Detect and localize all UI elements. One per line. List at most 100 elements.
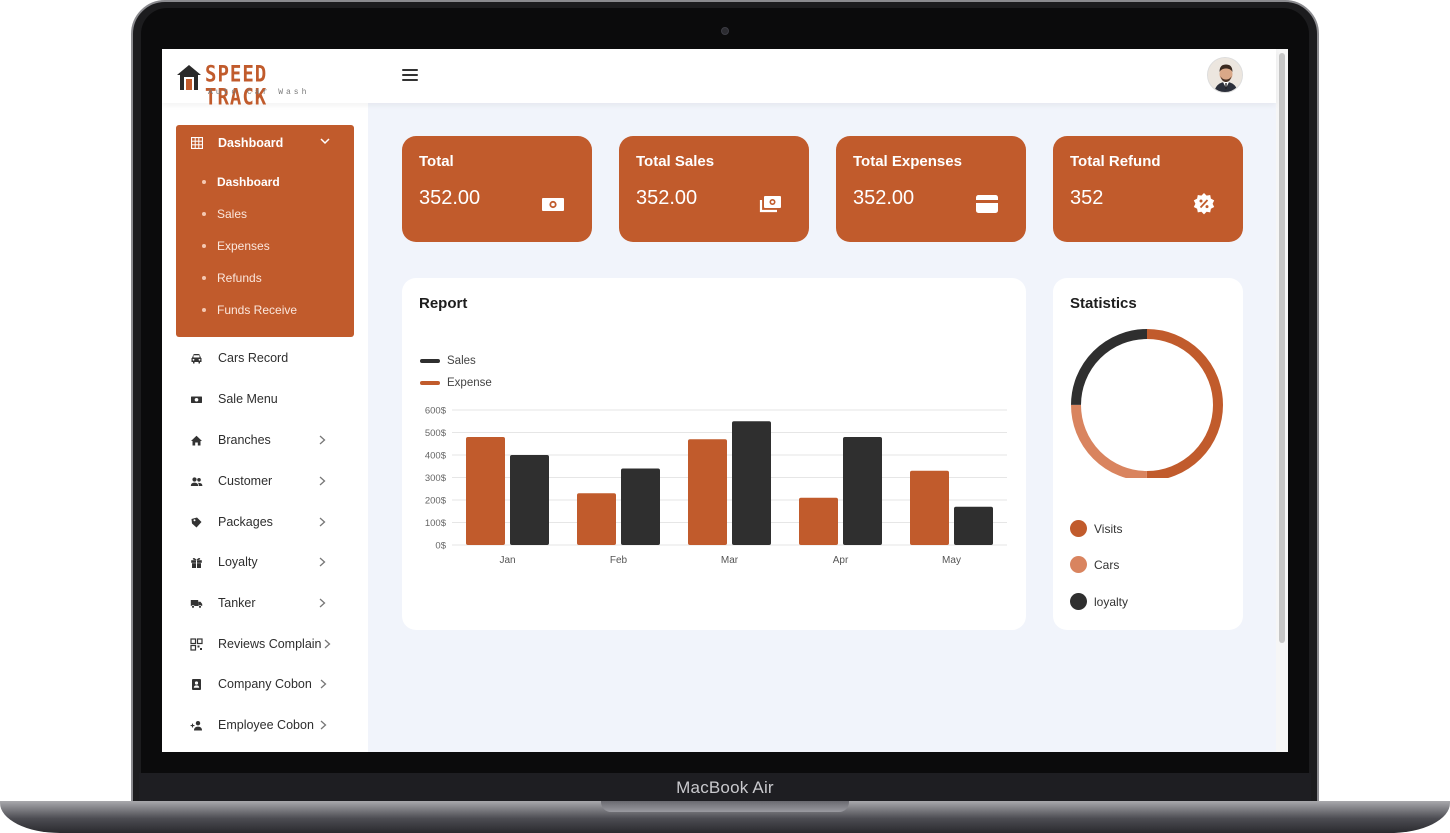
stat-legend-loyalty[interactable]: loyalty: [1070, 593, 1128, 610]
submenu-item-dashboard[interactable]: Dashboard: [202, 172, 280, 192]
bar-sales[interactable]: [954, 506, 993, 545]
x-tick-label: Apr: [833, 555, 849, 566]
x-tick-label: May: [942, 555, 961, 566]
sidebar-item-cars-record[interactable]: Cars Record: [176, 345, 356, 371]
stat-legend-visits[interactable]: Visits: [1070, 520, 1122, 537]
submenu-label: Expenses: [217, 239, 270, 253]
sidebar-item-packages[interactable]: Packages: [176, 509, 356, 535]
sidebar-item-label: Loyalty: [218, 555, 258, 569]
bullet-icon: [202, 308, 206, 312]
sidebar-item-label: Dashboard: [218, 136, 284, 150]
submenu-item-expenses[interactable]: Expenses: [202, 236, 270, 256]
legend-expense[interactable]: Expense: [420, 377, 492, 389]
card-title: Total Expenses: [853, 153, 962, 170]
y-tick-label: 100$: [425, 518, 447, 529]
legend-label: Cars: [1094, 557, 1120, 572]
grid-icon: [191, 137, 203, 149]
chevron-right-icon: [319, 557, 326, 567]
sidebar-item-dashboard[interactable]: Dashboard: [176, 125, 354, 161]
user-plus-icon: [190, 719, 203, 732]
camera-icon: [721, 27, 729, 35]
submenu-item-funds-receive[interactable]: Funds Receive: [202, 300, 297, 320]
bar-sales[interactable]: [843, 437, 882, 545]
laptop-chin: [139, 773, 1311, 801]
users-icon: [190, 475, 203, 488]
sidebar-item-label: Company Cobon: [218, 677, 312, 691]
submenu-label: Sales: [217, 207, 248, 221]
scrollbar-thumb[interactable]: [1279, 53, 1285, 643]
chevron-right-icon: [319, 598, 326, 608]
report-bar-chart: 0$ 100$ 200$ 300$ 400$ 500$ 600$ Jan Feb Mar Apr Ma…: [425, 406, 1007, 566]
bar-sales[interactable]: [621, 468, 660, 546]
statistics-panel: Statistics Visits Cars loyalty: [1053, 278, 1243, 630]
summary-card-total-sales[interactable]: Total Sales 352.00: [619, 136, 809, 242]
submenu-item-refunds[interactable]: Refunds: [202, 268, 262, 288]
sidebar-item-customer[interactable]: Customer: [176, 468, 356, 494]
top-bar: SPEED TRACK Auto Car Wash: [162, 49, 1276, 109]
bullet-icon: [202, 180, 206, 184]
card-value: 352: [1070, 187, 1104, 209]
sidebar-item-employee-cobon[interactable]: Employee Cobon: [176, 712, 356, 738]
y-tick-label: 200$: [425, 496, 447, 507]
sidebar-item-tanker[interactable]: Tanker: [176, 590, 356, 616]
summary-card-total-expenses[interactable]: Total Expenses 352.00: [836, 136, 1026, 242]
vertical-scrollbar[interactable]: [1276, 49, 1288, 752]
sidebar-item-label: Employee Cobon: [218, 718, 314, 732]
donut-slice-loyalty[interactable]: [1071, 329, 1223, 478]
legend-dot: [1070, 593, 1087, 610]
card-title: Total Refund: [1070, 153, 1161, 170]
bar-expense[interactable]: [799, 497, 838, 545]
legend-dot: [1070, 556, 1087, 573]
car-icon: [190, 352, 203, 365]
legend-label: Expense: [447, 377, 492, 389]
statistics-donut-chart: [1071, 329, 1223, 478]
menu-toggle-icon[interactable]: [402, 69, 418, 83]
donut-slice-cars[interactable]: [1071, 329, 1223, 478]
app-screen: SPEED TRACK Auto Car Wash: [162, 49, 1288, 752]
bar-sales[interactable]: [732, 421, 771, 545]
sidebar-item-label: Customer: [218, 474, 273, 488]
bar-expense[interactable]: [466, 437, 505, 545]
y-tick-label: 0$: [435, 541, 446, 552]
report-panel: Report Sales Expense 0$ 100$ 200$ 300$ 400$ 5…: [402, 278, 1026, 630]
chevron-right-icon: [320, 679, 327, 689]
bullet-icon: [202, 276, 206, 280]
brand-logo[interactable]: SPEED TRACK Auto Car Wash: [176, 61, 336, 109]
submenu-label: Dashboard: [217, 175, 280, 189]
credit-card-icon: [976, 195, 998, 213]
legend-dot: [1070, 520, 1087, 537]
submenu-item-sales[interactable]: Sales: [202, 204, 247, 224]
sidebar-item-loyalty[interactable]: Loyalty: [176, 549, 356, 575]
summary-card-total[interactable]: Total 352.00: [402, 136, 592, 242]
gift-icon: [190, 556, 203, 569]
chevron-right-icon: [319, 476, 326, 486]
stat-legend-cars[interactable]: Cars: [1070, 556, 1119, 573]
x-tick-label: Feb: [610, 555, 628, 566]
sidebar-item-label: Tanker: [218, 596, 256, 610]
sidebar-item-label: Branches: [218, 433, 271, 447]
bullet-icon: [202, 244, 206, 248]
card-value: 352.00: [419, 187, 481, 209]
bullet-icon: [202, 212, 206, 216]
device-label: MacBook Air: [676, 778, 774, 797]
legend-swatch: [420, 359, 440, 363]
legend-sales[interactable]: Sales: [420, 355, 476, 367]
bar-expense[interactable]: [688, 439, 727, 545]
sidebar-item-sale-menu[interactable]: Sale Menu: [176, 386, 356, 412]
bar-expense[interactable]: [910, 470, 949, 545]
home-icon: [190, 434, 203, 447]
sidebar-dashboard-group: Dashboard Dashboard Sales Expenses Refun…: [176, 125, 354, 337]
user-avatar[interactable]: [1207, 57, 1243, 93]
summary-card-total-refund[interactable]: Total Refund 352: [1053, 136, 1243, 242]
card-value: 352.00: [636, 187, 698, 209]
truck-icon: [190, 597, 203, 610]
bar-sales[interactable]: [510, 455, 549, 545]
chevron-down-icon: [320, 138, 330, 145]
sidebar-item-branches[interactable]: Branches: [176, 427, 356, 453]
submenu-label: Refunds: [217, 271, 262, 285]
sidebar-item-reviews-complain[interactable]: Reviews Complain: [176, 631, 356, 657]
sidebar-item-company-cobon[interactable]: Company Cobon: [176, 671, 356, 697]
legend-label: Visits: [1094, 521, 1123, 536]
discount-badge-icon: [1193, 193, 1215, 215]
bar-expense[interactable]: [577, 493, 616, 545]
